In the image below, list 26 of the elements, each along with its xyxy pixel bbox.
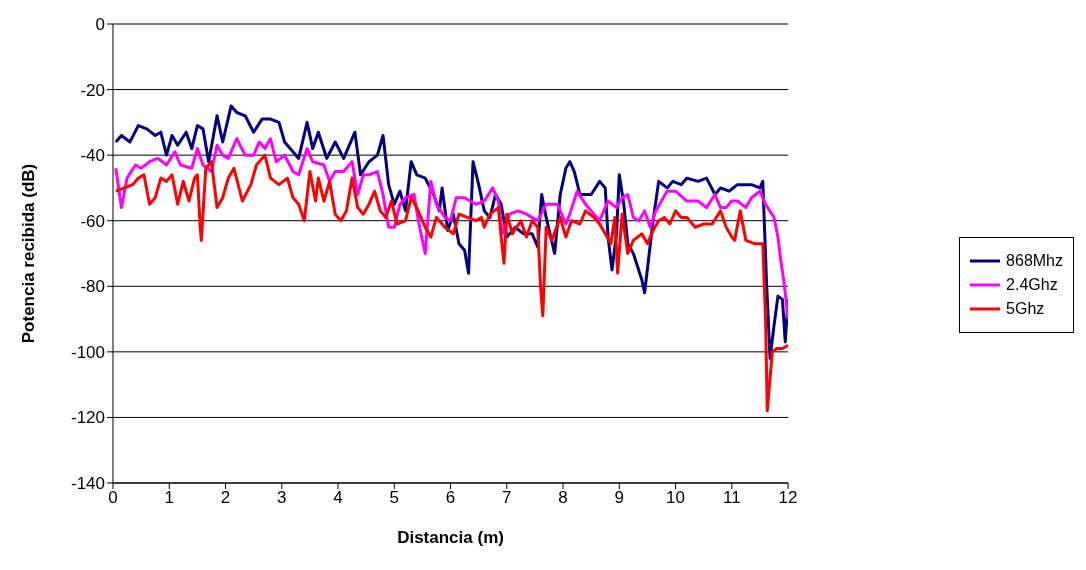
x-tick-label: 11	[722, 488, 741, 508]
y-tick-label: -100	[70, 342, 105, 362]
y-tick-label: -60	[80, 211, 105, 231]
x-tick-label: 2	[220, 488, 231, 508]
x-tick-label: 12	[778, 488, 798, 508]
x-tick-label: 8	[558, 488, 568, 508]
x-tick-label: 1	[164, 488, 174, 508]
legend-label: 2.4Ghz	[1006, 276, 1058, 294]
y-tick-label: -20	[80, 80, 105, 100]
x-tick-label: 9	[614, 488, 625, 508]
x-tick-label: 6	[445, 488, 456, 508]
legend-label: 5Ghz	[1006, 300, 1045, 318]
x-tick-label: 5	[389, 488, 400, 508]
y-tick-label: 0	[95, 15, 105, 35]
y-axis-title: Potencia recibida (dB)	[19, 163, 39, 344]
y-tick-label: -140	[70, 474, 105, 494]
x-axis-title: Distancia (m)	[397, 528, 504, 547]
x-tick-label: 0	[108, 488, 118, 508]
y-tick-label: -80	[80, 277, 105, 297]
x-tick-label: 7	[502, 488, 512, 508]
x-tick-label: 3	[277, 488, 287, 508]
legend-label: 868Mhz	[1006, 252, 1063, 270]
y-tick-label: -120	[70, 408, 105, 428]
x-tick-label: 10	[666, 488, 686, 508]
x-tick-label: 4	[333, 488, 343, 508]
y-tick-label: -40	[80, 146, 105, 166]
